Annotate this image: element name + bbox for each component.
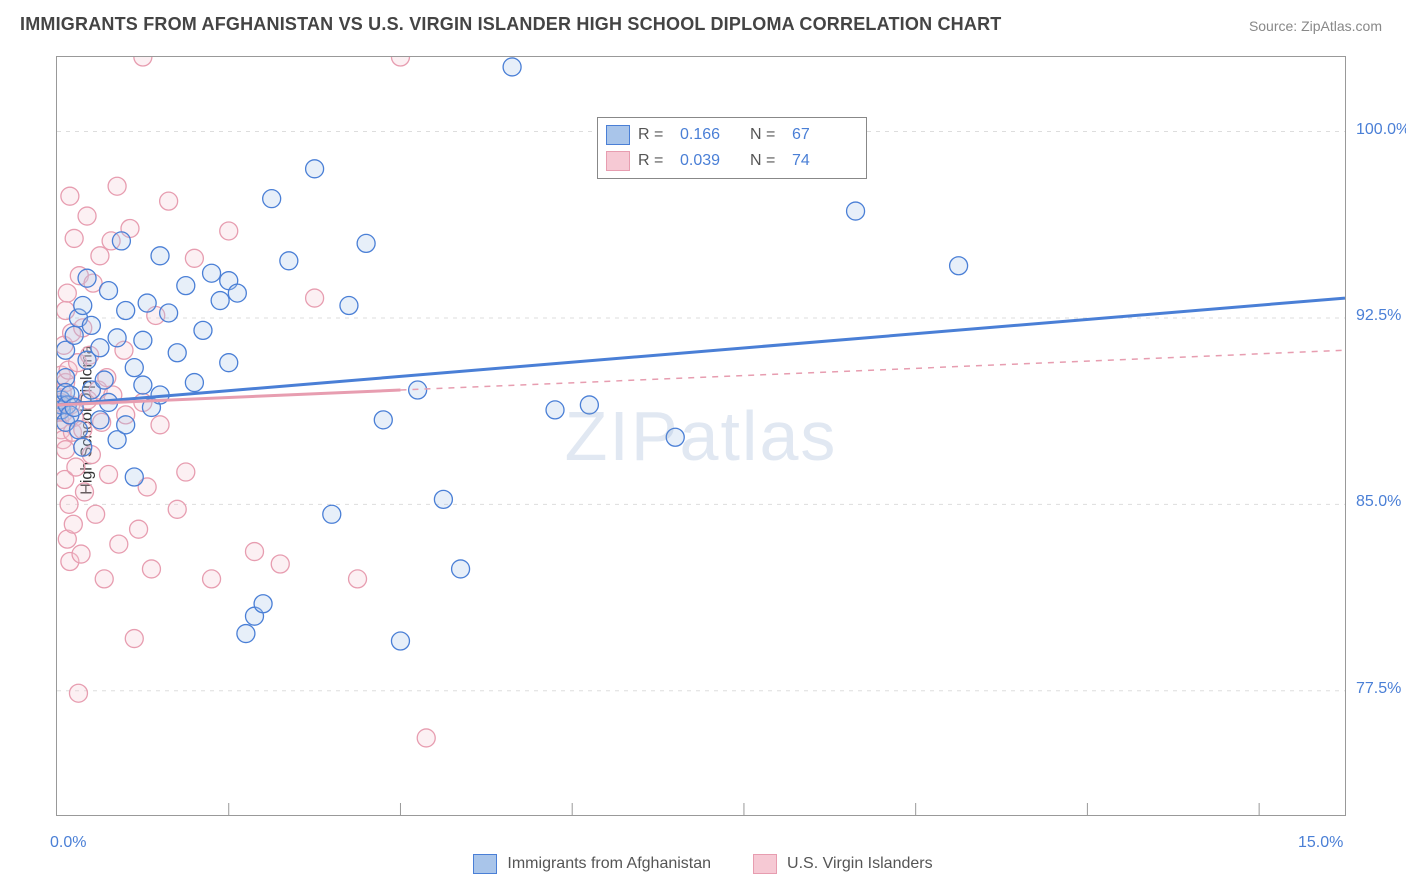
x-max-label: 15.0%: [1298, 834, 1343, 852]
series-label-usvi: U.S. Virgin Islanders: [787, 855, 933, 873]
series-label-afghanistan: Immigrants from Afghanistan: [507, 855, 711, 873]
chart-title: IMMIGRANTS FROM AFGHANISTAN VS U.S. VIRG…: [20, 14, 1001, 35]
y-tick-label: 77.5%: [1356, 680, 1401, 698]
legend-row-afghanistan: R = 0.166 N = 67: [606, 122, 854, 148]
n-value-usvi: 74: [792, 148, 854, 174]
n-value-afghanistan: 67: [792, 122, 854, 148]
swatch-usvi: [606, 151, 630, 171]
chart-container: { "title": "IMMIGRANTS FROM AFGHANISTAN …: [0, 0, 1406, 892]
legend-item-usvi: U.S. Virgin Islanders: [753, 854, 933, 874]
legend-row-usvi: R = 0.039 N = 74: [606, 148, 854, 174]
r-label: R =: [638, 122, 672, 148]
swatch-usvi: [753, 854, 777, 874]
swatch-afghanistan: [473, 854, 497, 874]
n-label: N =: [750, 148, 784, 174]
n-label: N =: [750, 122, 784, 148]
x-min-label: 0.0%: [50, 834, 86, 852]
legend-series: Immigrants from Afghanistan U.S. Virgin …: [0, 854, 1406, 874]
chart-source: Source: ZipAtlas.com: [1249, 18, 1382, 34]
plot-area: ZIPatlas R = 0.166 N = 67 R = 0.039 N = …: [56, 56, 1346, 816]
swatch-afghanistan: [606, 125, 630, 145]
r-value-afghanistan: 0.166: [680, 122, 742, 148]
y-tick-label: 92.5%: [1356, 307, 1401, 325]
r-value-usvi: 0.039: [680, 148, 742, 174]
r-label: R =: [638, 148, 672, 174]
y-tick-label: 100.0%: [1356, 121, 1406, 139]
legend-item-afghanistan: Immigrants from Afghanistan: [473, 854, 711, 874]
legend-correlation: R = 0.166 N = 67 R = 0.039 N = 74: [597, 117, 867, 179]
y-tick-label: 85.0%: [1356, 493, 1401, 511]
